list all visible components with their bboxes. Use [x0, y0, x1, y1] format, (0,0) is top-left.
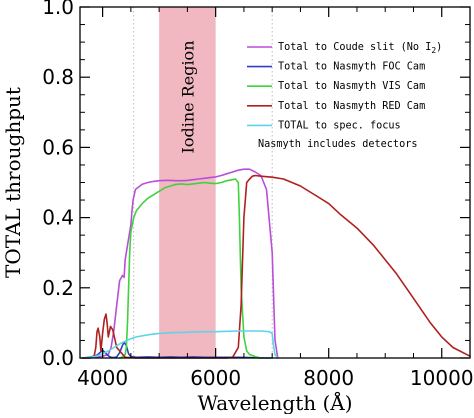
x-axis-title: Wavelength (Å) — [197, 390, 352, 414]
series-line-3 — [82, 174, 471, 359]
legend-label-4: TOTAL to spec. focus — [278, 120, 401, 131]
y-tick-label: 0.8 — [42, 65, 74, 89]
legend-note: Nasmyth includes detectors — [258, 139, 417, 150]
y-tick-label: 0.2 — [42, 276, 74, 300]
y-axis-title: TOTAL throughput — [1, 87, 25, 278]
series-line-0 — [82, 168, 279, 359]
legend-label-2: Total to Nasmyth VIS Cam — [278, 81, 425, 92]
iodine-band-label: Iodine Region — [178, 41, 197, 154]
legend-label-suffix: ) — [436, 42, 442, 53]
x-tick-label: 6000 — [190, 366, 241, 390]
legend-label-text: TOTAL to spec. focus — [278, 120, 401, 131]
series-line-4 — [82, 330, 279, 359]
y-tick-label: 0.6 — [42, 135, 74, 159]
legend-label-1: Total to Nasmyth FOC Cam — [278, 62, 425, 73]
y-tick-label: 1.0 — [42, 0, 74, 19]
legend-label-3: Total to Nasmyth RED Cam — [278, 101, 425, 112]
x-tick-label: 10000 — [410, 366, 474, 390]
x-tick-label: 4000 — [77, 366, 128, 390]
legend-label-text: Total to Coude slit (No I — [278, 42, 431, 53]
legend-label-text: Total to Nasmyth FOC Cam — [278, 62, 425, 73]
legend-label-subscript: 2 — [431, 46, 436, 55]
y-tick-label: 0.0 — [42, 346, 74, 370]
x-tick-label: 8000 — [303, 366, 354, 390]
y-tick-label: 0.4 — [42, 206, 74, 230]
series-line-2 — [118, 178, 262, 359]
legend-label-text: Total to Nasmyth RED Cam — [278, 101, 425, 112]
legend-label-text: Total to Nasmyth VIS Cam — [278, 81, 425, 92]
legend-label-0: Total to Coude slit (No I2) — [278, 42, 442, 55]
plot-frame — [79, 6, 471, 359]
